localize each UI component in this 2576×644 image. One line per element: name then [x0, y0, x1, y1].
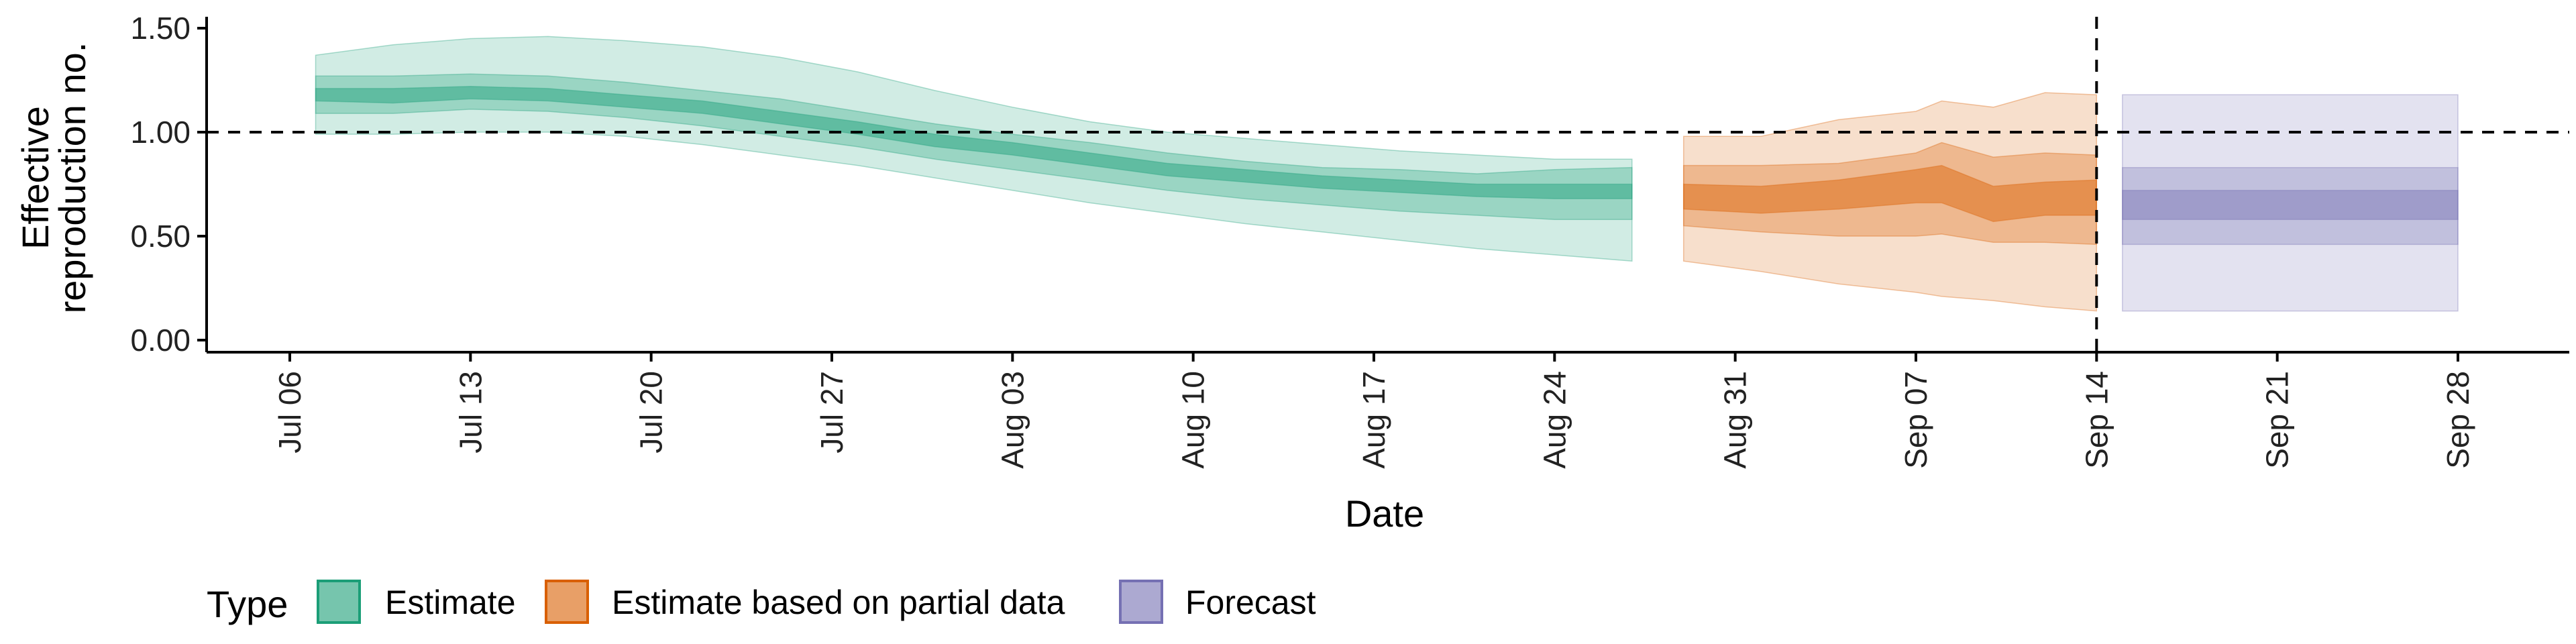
- legend-label: Forecast: [1185, 584, 1316, 621]
- x-tick-label: Aug 03: [995, 371, 1030, 469]
- legend-key: [317, 580, 361, 624]
- forecast-band-50: [2122, 166, 2459, 246]
- x-tick-label: Sep 21: [2260, 371, 2295, 469]
- x-axis-title: Date: [1345, 492, 1424, 535]
- y-tick-label: 0.50: [130, 219, 191, 254]
- y-tick-label: 1.50: [130, 11, 191, 46]
- forecast-band-20: [2122, 190, 2459, 220]
- forecast-band-90: [2122, 94, 2459, 312]
- y-axis-title-line2: reproduction no.: [51, 42, 93, 314]
- estimate-band-90: [315, 36, 1633, 262]
- y-axis-title-line1: Effective: [14, 106, 56, 250]
- legend-key: [1119, 580, 1163, 624]
- estimate-based-on-partial-data-band-50: [1682, 142, 2098, 246]
- uncertainty-bands: [315, 36, 2459, 312]
- legend-key: [545, 580, 589, 624]
- estimate-band-20: [315, 86, 1633, 199]
- x-tick-label: Aug 10: [1176, 371, 1211, 469]
- x-tick-label: Jul 27: [814, 371, 849, 453]
- legend-label: Estimate: [385, 584, 516, 621]
- x-tick-label: Jul 06: [272, 371, 307, 453]
- x-tick-label: Aug 31: [1718, 371, 1753, 469]
- reference-lines: [207, 17, 2569, 352]
- axes: 0.00 0.50 1.00 1.50 Jul 06 Jul 13 Jul 20 Jul 27…: [130, 11, 2569, 469]
- x-tick-label: Jul 13: [453, 371, 488, 453]
- y-tick-label: 0.00: [130, 323, 191, 358]
- estimate-band-50: [315, 73, 1633, 220]
- y-tick-label: 1.00: [130, 115, 191, 150]
- x-tick-label: Aug 17: [1356, 371, 1391, 469]
- x-tick-label: Aug 24: [1537, 371, 1572, 469]
- x-tick-label: Sep 07: [1898, 371, 1933, 469]
- legend-label: Estimate based on partial data: [612, 584, 1065, 621]
- estimate-based-on-partial-data-band-90: [1682, 92, 2098, 312]
- legend: Type Estimate Estimate based on partial d…: [207, 580, 1316, 625]
- legend-title: Type: [207, 583, 288, 625]
- x-tick-label: Sep 14: [2079, 371, 2114, 469]
- x-tick-label: Sep 28: [2440, 371, 2475, 469]
- x-tick-label: Jul 20: [634, 371, 669, 453]
